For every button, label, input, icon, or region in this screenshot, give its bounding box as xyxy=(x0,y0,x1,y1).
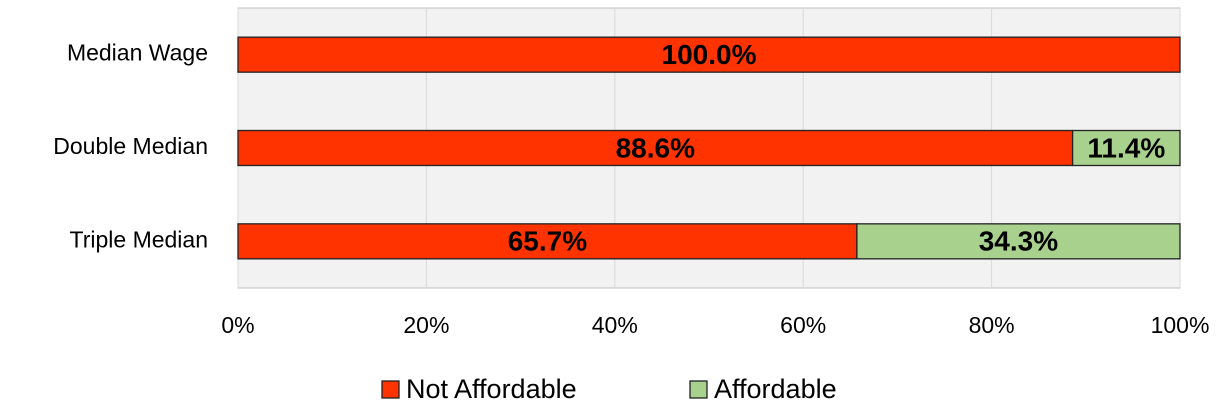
y-tick-label: Median Wage xyxy=(67,40,208,66)
data-label: 11.4% xyxy=(1087,132,1165,163)
x-tick-label: 40% xyxy=(592,312,638,338)
data-label: 88.6% xyxy=(616,132,695,163)
bar-segment xyxy=(237,223,858,260)
y-tick-label: Triple Median xyxy=(70,226,208,252)
data-label: 100.0% xyxy=(662,39,757,70)
bar-segment xyxy=(237,36,1181,73)
x-tick-label: 80% xyxy=(969,312,1015,338)
legend-label: Affordable xyxy=(714,374,837,404)
y-tick-label: Double Median xyxy=(53,133,208,159)
legend-swatch xyxy=(381,380,400,399)
bar-segment xyxy=(856,223,1181,260)
x-tick-label: 60% xyxy=(780,312,826,338)
data-label: 34.3% xyxy=(979,226,1058,257)
legend-label: Not Affordable xyxy=(406,374,577,404)
x-tick-label: 0% xyxy=(221,312,254,338)
x-tick-label: 100% xyxy=(1151,312,1210,338)
bar-segment xyxy=(1071,129,1181,167)
legend-swatch xyxy=(689,380,708,399)
data-label: 65.7% xyxy=(508,226,587,257)
x-tick-label: 20% xyxy=(403,312,449,338)
